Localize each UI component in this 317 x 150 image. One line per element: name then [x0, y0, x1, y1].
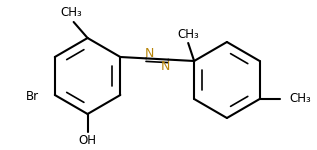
Text: CH₃: CH₃	[61, 6, 82, 20]
Text: CH₃: CH₃	[289, 93, 311, 105]
Text: OH: OH	[79, 134, 97, 147]
Text: N: N	[161, 60, 170, 73]
Text: CH₃: CH₃	[177, 27, 199, 40]
Text: N: N	[145, 47, 154, 60]
Text: Br: Br	[26, 90, 39, 104]
